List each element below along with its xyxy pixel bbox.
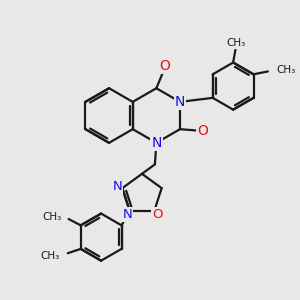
Text: N: N [151,136,161,150]
Text: CH₃: CH₃ [276,65,295,75]
Text: O: O [152,208,162,220]
Text: O: O [160,59,170,73]
Text: N: N [112,180,122,193]
Text: N: N [123,208,132,221]
Text: CH₃: CH₃ [40,250,60,260]
Text: N: N [175,95,185,109]
Text: O: O [197,124,208,138]
Text: CH₃: CH₃ [226,38,246,48]
Text: CH₃: CH₃ [42,212,61,222]
